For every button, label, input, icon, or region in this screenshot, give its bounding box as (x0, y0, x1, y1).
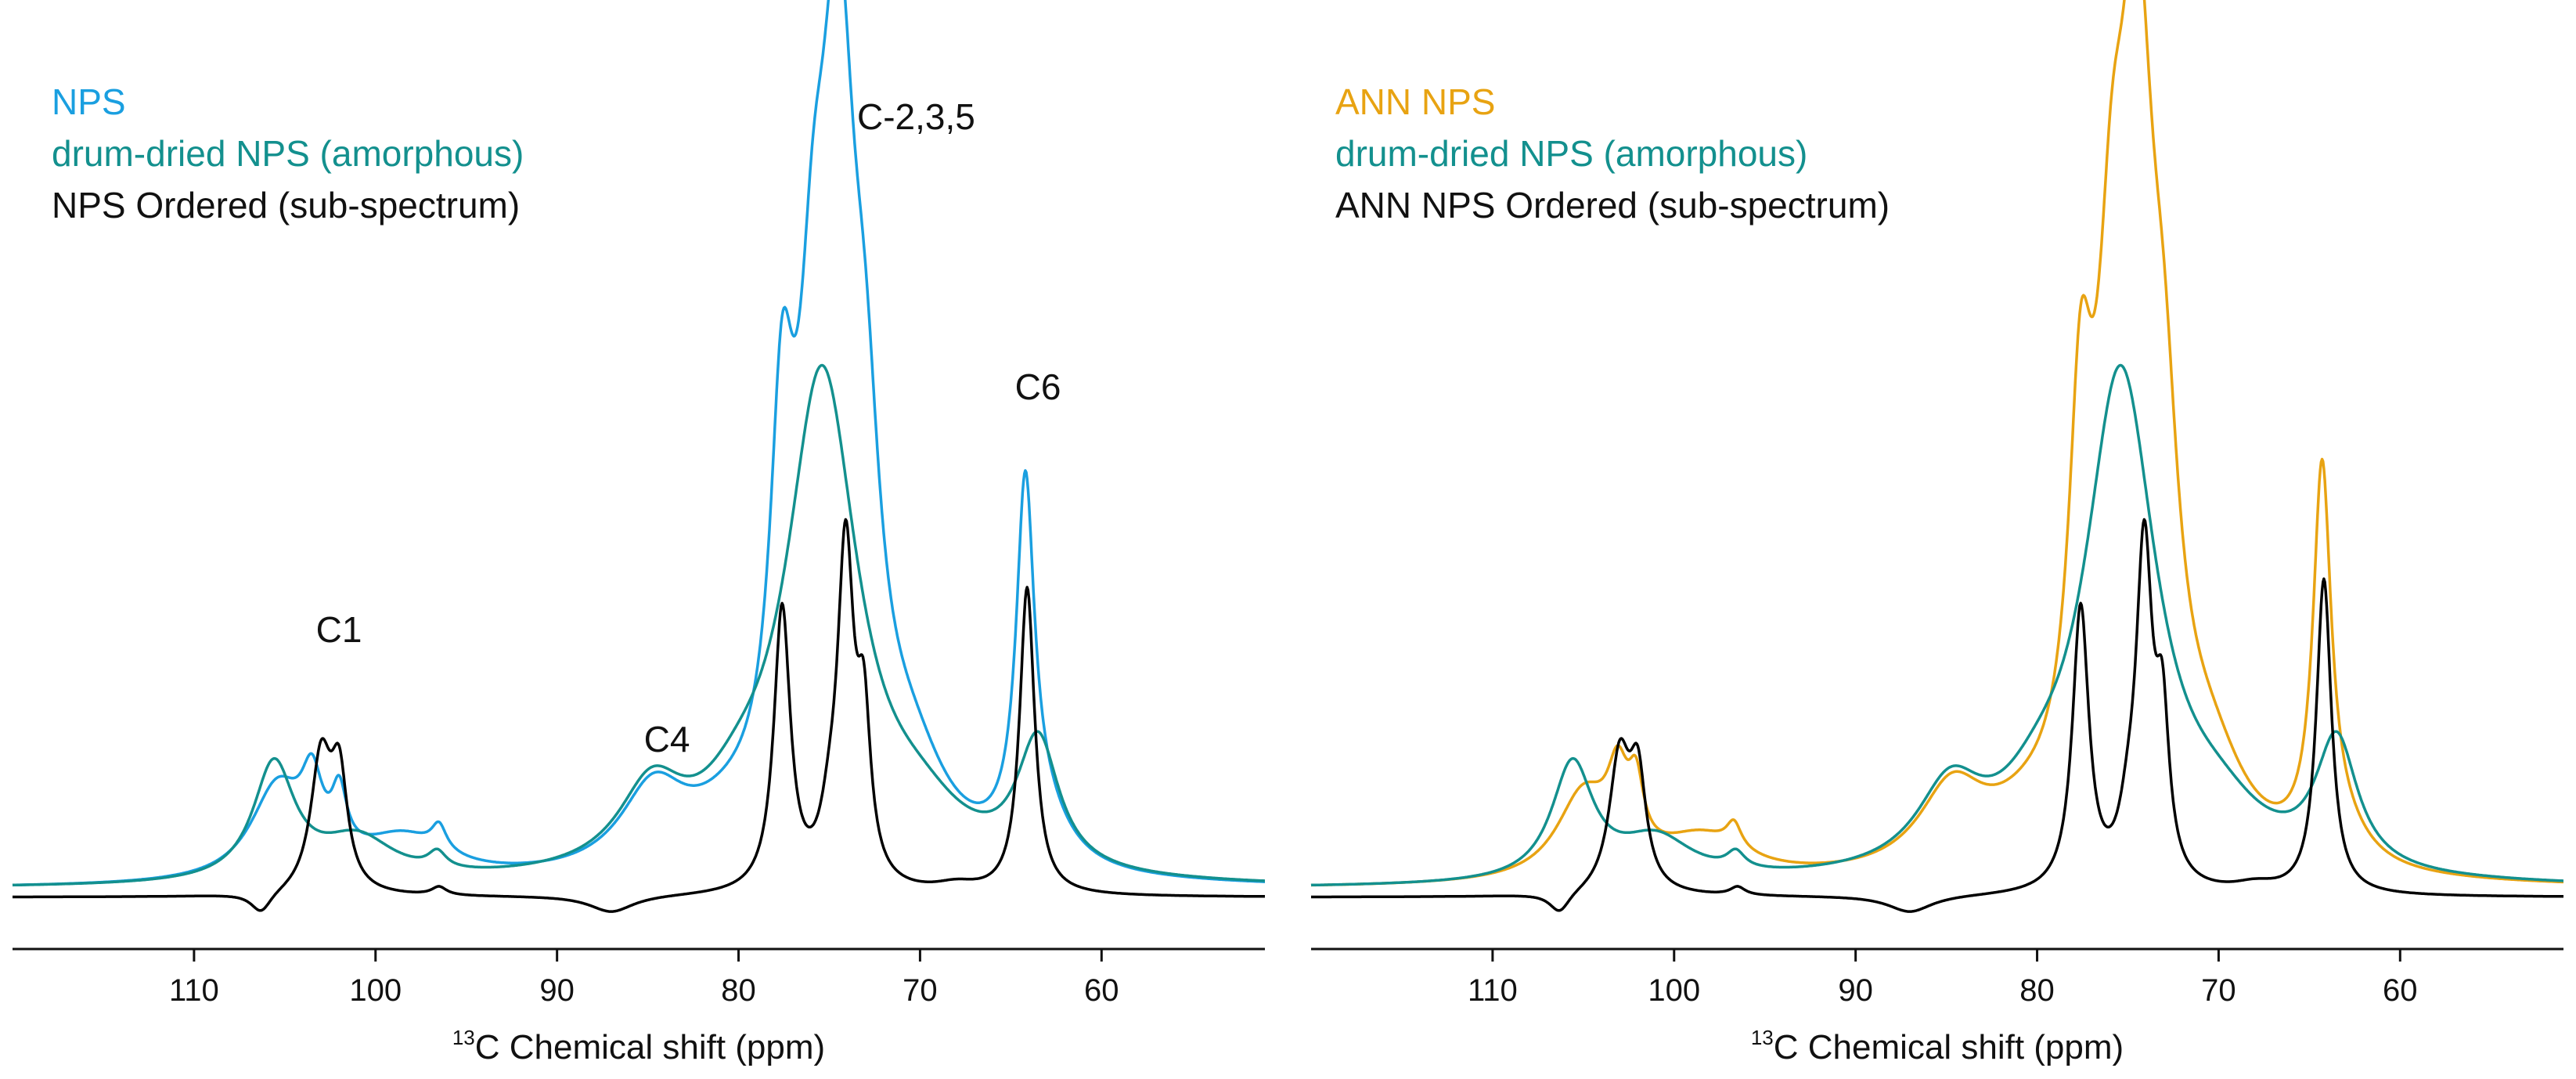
left-tick-label-90: 90 (539, 973, 575, 1008)
left-x-ticks: 110 100 90 80 70 60 (169, 949, 1119, 1008)
left-legend-amorphous: drum-dried NPS (amorphous) (52, 133, 524, 174)
left-legend-nps: NPS (52, 81, 126, 122)
right-tick-label-100: 100 (1648, 973, 1700, 1008)
left-tick-label-70: 70 (903, 973, 938, 1008)
right-legend-ann-nps: ANN NPS (1335, 81, 1495, 122)
right-series-0-line (1310, 0, 2564, 887)
right-legend-ordered: ANN NPS Ordered (sub-spectrum) (1335, 185, 1890, 226)
right-tick-label-60: 60 (2383, 973, 2418, 1008)
left-tick-label-110: 110 (169, 973, 219, 1008)
right-tick-label-110: 110 (1468, 973, 1518, 1008)
left-series-1-line (12, 363, 1266, 887)
right-tick-label-90: 90 (1838, 973, 1873, 1008)
right-series-2-line (1310, 518, 2564, 913)
right-tick-label-80: 80 (2019, 973, 2055, 1008)
left-tick-label-100: 100 (349, 973, 402, 1008)
left-legend-ordered: NPS Ordered (sub-spectrum) (52, 185, 520, 226)
left-series-2-line (12, 518, 1266, 913)
right-panel: 110 100 90 80 70 60 ANN NPS drum-dried NPS (a… (1310, 0, 2564, 1066)
left-x-axis-title: 13C Chemical shift (ppm) (452, 1026, 825, 1066)
right-series-1-line (1310, 363, 2564, 887)
right-x-ticks: 110 100 90 80 70 60 (1468, 949, 2418, 1008)
label-c1: C1 (316, 609, 362, 650)
right-spectra (1310, 0, 2564, 913)
left-tick-label-60: 60 (1084, 973, 1119, 1008)
left-panel: 110 100 90 80 70 60 NPS drum-dried NPS (amorp… (12, 0, 1266, 1066)
left-spectra (12, 0, 1266, 913)
label-c6: C6 (1015, 366, 1061, 407)
label-c235: C-2,3,5 (857, 96, 975, 137)
right-legend-amorphous: drum-dried NPS (amorphous) (1335, 133, 1807, 174)
right-x-axis-title: 13C Chemical shift (ppm) (1751, 1026, 2124, 1066)
left-tick-label-80: 80 (721, 973, 756, 1008)
right-tick-label-70: 70 (2201, 973, 2236, 1008)
label-c4: C4 (644, 719, 690, 760)
